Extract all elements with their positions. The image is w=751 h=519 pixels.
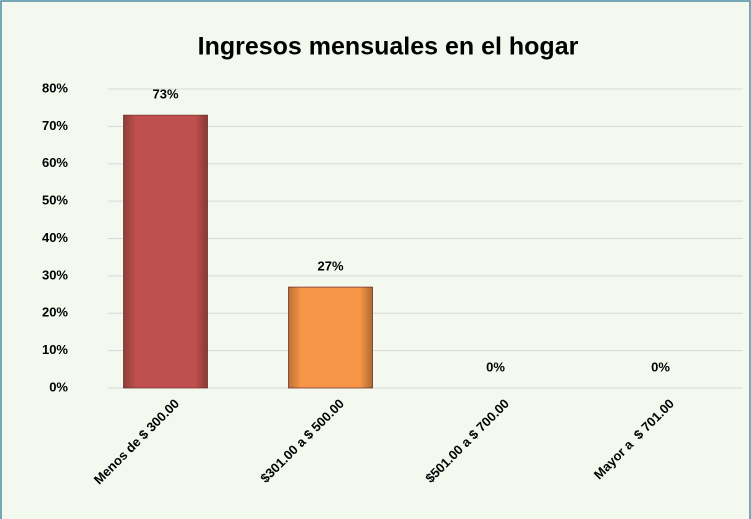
y-tick-label: 80%	[42, 80, 68, 95]
y-tick-label: 50%	[42, 193, 68, 208]
y-tick-label: 70%	[42, 118, 68, 133]
data-label: 0%	[651, 359, 670, 374]
chart-title: Ingresos mensuales en el hogar	[198, 33, 579, 61]
data-label: 0%	[486, 359, 505, 374]
bar-shade	[288, 287, 373, 388]
data-label: 73%	[152, 87, 178, 102]
y-tick-label: 30%	[42, 267, 68, 282]
y-tick-label: 40%	[42, 230, 68, 245]
data-label: 27%	[317, 259, 343, 274]
y-tick-label: 10%	[42, 342, 68, 357]
bar-shade	[123, 115, 208, 388]
y-tick-label: 20%	[42, 305, 68, 320]
y-tick-label: 60%	[42, 155, 68, 170]
y-tick-label: 0%	[49, 379, 68, 394]
